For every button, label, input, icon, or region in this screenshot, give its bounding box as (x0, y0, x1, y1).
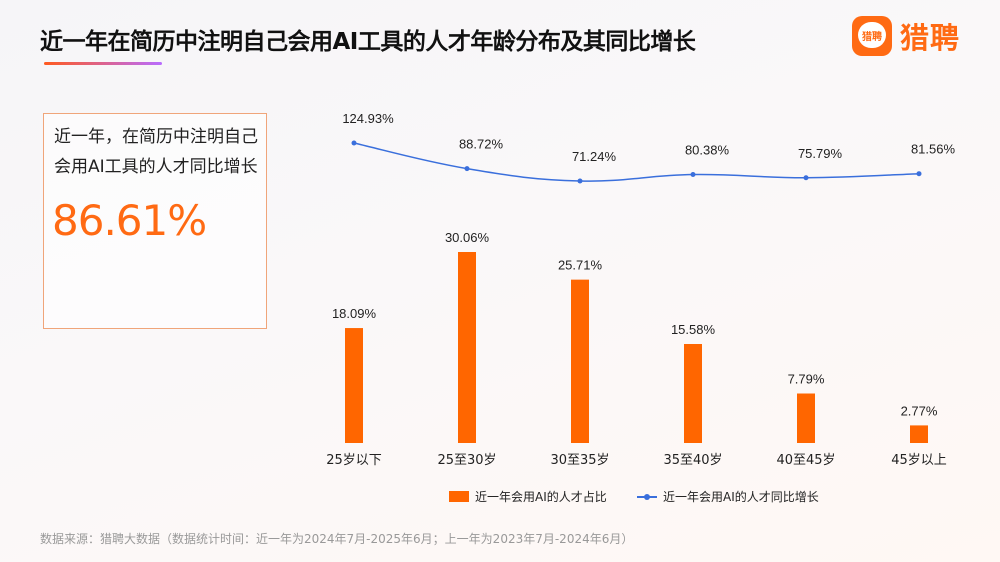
bar-data-label: 30.06% (445, 230, 490, 245)
bar (910, 425, 928, 443)
growth-point (577, 178, 583, 184)
legend-swatch-bar (449, 491, 469, 502)
growth-point (690, 172, 696, 178)
legend-label-line: 近一年会用AI的人才同比增长 (663, 490, 819, 504)
bar-data-label: 2.77% (901, 403, 938, 418)
category-label: 40至45岁 (776, 453, 835, 468)
line-data-label: 88.72% (459, 137, 504, 152)
bar (684, 344, 702, 443)
category-label: 25岁以下 (326, 453, 382, 468)
kpi-card: 近一年，在简历中注明自己会用AI工具的人才同比增长 86.61% (43, 113, 267, 329)
growth-point (351, 140, 357, 146)
category-label: 30至35岁 (550, 453, 609, 468)
growth-point (916, 171, 922, 177)
line-data-label: 71.24% (572, 149, 617, 164)
legend-item-bar: 近一年会用AI的人才占比 (449, 488, 607, 505)
data-source-note: 数据来源：猎聘大数据（数据统计时间：近一年为2024年7月-2025年6月；上一… (40, 532, 634, 546)
page-title: 近一年在简历中注明自己会用AI工具的人才年龄分布及其同比增长 (40, 29, 696, 55)
bar-data-label: 7.79% (788, 372, 825, 387)
category-label: 35至40岁 (663, 453, 722, 468)
bar-data-label: 18.09% (332, 306, 377, 321)
line-data-label: 124.93% (342, 111, 394, 126)
bar (797, 393, 815, 443)
legend-swatch-line (637, 493, 657, 500)
line-data-label: 81.56% (911, 142, 956, 157)
title-underline (44, 62, 162, 65)
bar (345, 328, 363, 443)
bar (458, 252, 476, 443)
logo-badge: 猎聘 (858, 22, 886, 48)
logo-text: 猎聘 (900, 21, 961, 55)
legend-label-bar: 近一年会用AI的人才占比 (475, 490, 607, 504)
growth-line (353, 142, 920, 182)
liepin-logo: 猎聘 猎聘 (852, 15, 960, 57)
bar (571, 279, 589, 443)
line-data-label: 75.79% (798, 146, 843, 161)
kpi-label: 近一年，在简历中注明自己会用AI工具的人才同比增长 (54, 127, 258, 177)
growth-point (803, 175, 809, 181)
bar-data-label: 15.58% (671, 322, 716, 337)
legend-item-line: 近一年会用AI的人才同比增长 (637, 488, 819, 505)
category-label: 45岁以上 (891, 453, 947, 468)
line-data-label: 80.38% (685, 143, 730, 158)
category-label: 25至30岁 (437, 453, 496, 468)
bar-data-label: 25.71% (558, 258, 603, 273)
kpi-value: 86.61% (52, 196, 207, 245)
logo-icon: 猎聘 (852, 16, 892, 56)
growth-point (464, 166, 470, 172)
